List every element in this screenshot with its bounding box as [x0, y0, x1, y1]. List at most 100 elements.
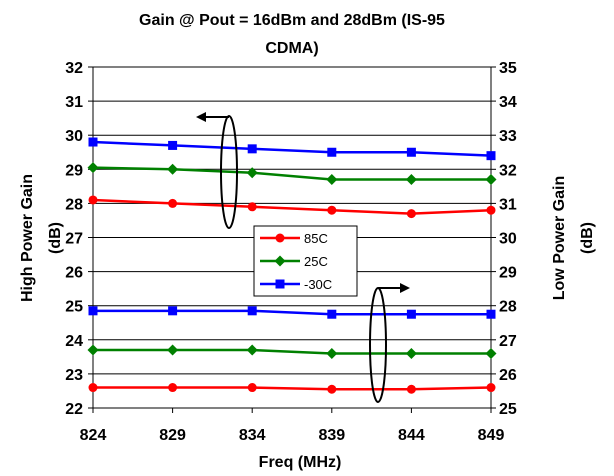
data-point-85c-right: [327, 384, 337, 394]
x-tick-label: 829: [159, 427, 186, 444]
data-point-85c-right: [406, 384, 416, 394]
legend-marker: [274, 255, 286, 267]
data-point-85c-left: [247, 202, 257, 212]
series-25c-left: [87, 162, 497, 186]
y-axis-right-label: Low Power Gain (dB): [551, 176, 596, 300]
data-point-25c-right: [485, 347, 497, 359]
y-tick-label-right: 26: [499, 367, 517, 384]
y-tick-label-right: 27: [499, 333, 517, 350]
data-point-30c-left: [247, 144, 257, 154]
x-axis-label: Freq (MHz): [259, 454, 342, 471]
data-point-30c-left: [486, 151, 496, 161]
y-tick-label-right: 32: [499, 162, 517, 179]
y-tick-label-right: 34: [499, 94, 517, 111]
legend-label: 25C: [304, 254, 328, 269]
data-point-30c-right: [327, 309, 337, 319]
data-point-25c-left: [167, 163, 179, 175]
data-point-85c-left: [168, 198, 178, 208]
data-point-85c-right: [247, 383, 257, 393]
y-axis-left-label-line-1: High Power Gain: [19, 174, 36, 302]
y-tick-label-left: 28: [65, 196, 83, 213]
y-tick-label-right: 35: [499, 60, 517, 77]
y-tick-label-right: 31: [499, 196, 517, 213]
data-point-30c-left: [88, 137, 98, 147]
series-85c-right: [88, 383, 496, 394]
x-tick-label: 849: [478, 427, 505, 444]
data-point-25c-left: [405, 174, 417, 186]
data-point-25c-right: [405, 347, 417, 359]
legend-label: 85C: [304, 231, 328, 246]
series-line-25c-left: [92, 166, 491, 181]
data-point-30c-left: [168, 140, 178, 150]
y-tick-label-left: 30: [65, 128, 83, 145]
x-tick-label: 834: [239, 427, 266, 444]
series-line-25c-right: [93, 348, 491, 355]
legend-marker: [275, 279, 285, 289]
y-tick-label-right: 28: [499, 299, 517, 316]
data-point-25c-right: [87, 344, 99, 356]
data-point-85c-left: [406, 209, 416, 219]
y-tick-label-right: 25: [499, 401, 517, 418]
y-tick-label-left: 32: [65, 60, 83, 77]
legend-marker: [275, 233, 285, 243]
data-point-85c-left: [88, 195, 98, 205]
data-point-30c-right: [406, 309, 416, 319]
annotation-ellipse-right: [369, 287, 387, 403]
series-30c-left: [88, 137, 496, 161]
series-85c-left: [88, 195, 496, 219]
series-line-30c-left: [92, 140, 492, 157]
data-point-85c-right: [168, 383, 178, 393]
legend-label: -30C: [304, 277, 332, 292]
data-point-85c-right: [88, 383, 98, 393]
y-axis-left-label-line-2: (dB): [47, 222, 64, 254]
data-point-25c-right: [326, 347, 338, 359]
y-tick-label-left: 26: [65, 265, 83, 282]
y-tick-label-right: 30: [499, 231, 517, 248]
chart-title-line-2: CDMA): [265, 40, 318, 57]
y-tick-label-right: 29: [499, 265, 517, 282]
data-point-30c-left: [406, 147, 416, 157]
data-point-30c-right: [88, 306, 98, 316]
series-line-85c-left: [92, 198, 492, 215]
data-point-25c-right: [167, 344, 179, 356]
data-point-30c-right: [247, 306, 257, 316]
data-point-30c-right: [486, 309, 496, 319]
legend-item-85c: 85C: [260, 231, 328, 246]
legend-item-25c: 25C: [260, 254, 328, 269]
series-line-85c-right: [93, 386, 492, 391]
y-tick-label-left: 29: [65, 162, 83, 179]
y-tick-label-left: 23: [65, 367, 83, 384]
data-point-30c-left: [327, 147, 337, 157]
y-axis-right-label-line-1: Low Power Gain: [551, 176, 568, 300]
data-point-25c-left: [246, 167, 258, 179]
annotation-left-axis: [196, 112, 238, 229]
data-point-85c-right: [486, 383, 496, 393]
legend: 85C 25C -30C: [253, 225, 358, 297]
y-tick-label-right: 33: [499, 128, 517, 145]
legend-item-30c: -30C: [260, 277, 332, 292]
series-group: [87, 137, 497, 394]
x-tick-label: 844: [398, 427, 425, 444]
y-axis-right-label-line-2: (dB): [579, 222, 596, 254]
y-tick-label-left: 25: [65, 299, 83, 316]
y-tick-label-left: 22: [65, 401, 83, 418]
y-axis-left-label: High Power Gain (dB): [19, 174, 64, 302]
x-tick-label: 839: [318, 427, 345, 444]
data-point-25c-left: [485, 174, 497, 186]
data-point-25c-left: [326, 174, 338, 186]
chart-title-line-1: Gain @ Pout = 16dBm and 28dBm (IS-95: [139, 12, 445, 29]
y-tick-label-left: 24: [65, 333, 83, 350]
y-tick-label-left: 27: [65, 231, 83, 248]
arrow-left-icon: [196, 112, 206, 122]
data-point-25c-right: [246, 344, 258, 356]
arrow-right-icon: [400, 283, 410, 293]
data-point-85c-left: [327, 205, 337, 215]
data-point-25c-left: [87, 162, 99, 174]
annotation-right-axis: [369, 283, 410, 403]
data-point-30c-right: [168, 306, 178, 316]
data-point-85c-left: [486, 205, 496, 215]
series-25c-right: [87, 344, 497, 359]
series-30c-right: [88, 306, 496, 319]
y-tick-label-left: 31: [65, 94, 83, 111]
